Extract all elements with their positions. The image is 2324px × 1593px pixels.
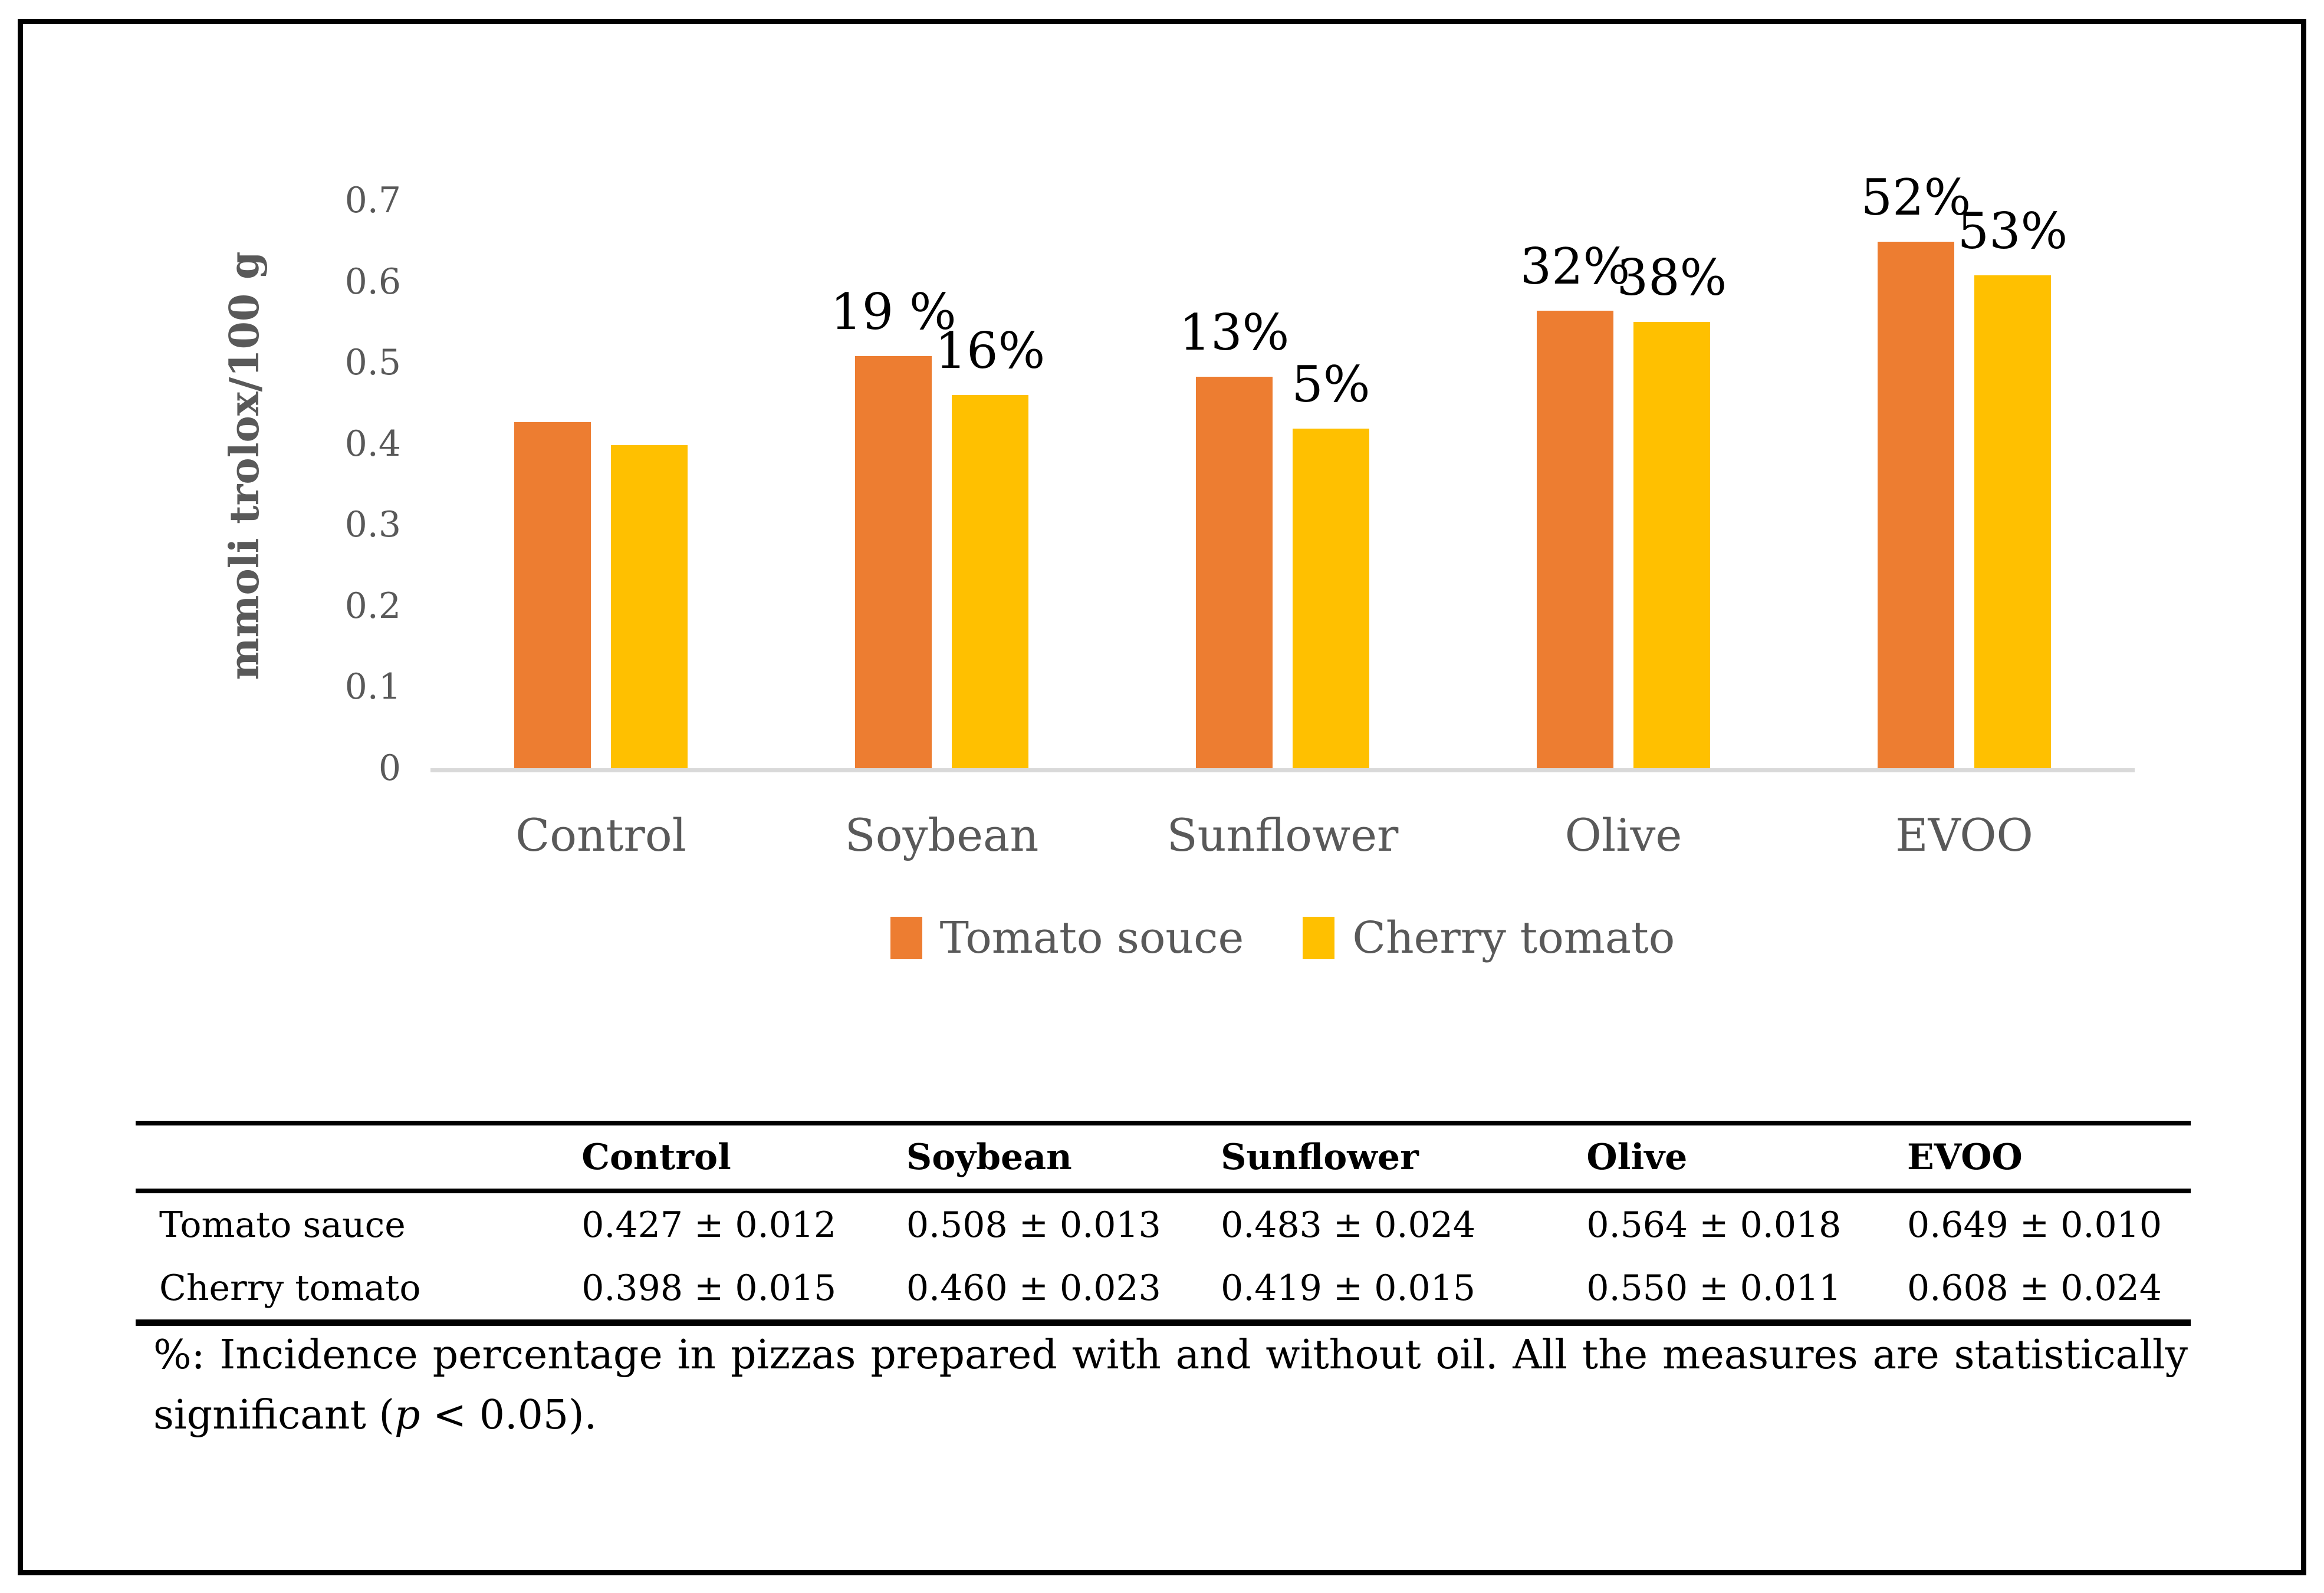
bar-cherry-tomato: 38% [1617, 249, 1727, 768]
table-cell: 0.508 ± 0.013 [906, 1204, 1161, 1246]
chart-legend: Tomato souce Cherry tomato [430, 913, 2135, 963]
table-row-label: Cherry tomato [159, 1267, 421, 1309]
y-tick-label: 0.7 [344, 180, 401, 221]
table-cell: 0.483 ± 0.024 [1221, 1204, 1476, 1246]
legend-label: Tomato souce [939, 913, 1244, 963]
table-header-cell: Soybean [906, 1136, 1072, 1178]
table-cell: 0.564 ± 0.018 [1586, 1204, 1842, 1246]
footnote-text-1: %: Incidence percentage in pizzas prepar… [153, 1332, 2188, 1439]
table-header-cell: EVOO [1907, 1136, 2023, 1178]
y-tick-label: 0.6 [344, 261, 401, 302]
legend-swatch-icon [1303, 917, 1335, 959]
bar-percentage-label: 52% [1860, 169, 1971, 227]
y-tick-label: 0.2 [344, 585, 401, 627]
x-axis-category-labels: Control Soybean Sunflower Olive EVOO [430, 809, 2135, 861]
bar-percentage-label: 32% [1520, 238, 1631, 296]
bar-group [430, 200, 771, 768]
bar-group: 52% 53% [1794, 169, 2135, 768]
y-tick-label: 0 [378, 748, 401, 789]
legend-label: Cherry tomato [1352, 913, 1675, 963]
y-tick-label: 0.5 [344, 342, 401, 384]
table-cell: 0.550 ± 0.011 [1586, 1267, 1842, 1309]
bar-tomato-souce: 52% [1861, 169, 1971, 768]
legend-item: Cherry tomato [1303, 913, 1675, 963]
table-header-cell: Control [581, 1136, 731, 1178]
y-axis-title: mmoli trolox/100 g [221, 251, 268, 680]
bar-cherry-tomato: 5% [1291, 356, 1370, 768]
bar-group: 13% 5% [1112, 200, 1453, 768]
table-cell: 0.649 ± 0.010 [1907, 1204, 2162, 1246]
table-cell: 0.608 ± 0.024 [1907, 1267, 2162, 1309]
data-table: Control Soybean Sunflower Olive EVOO Tomato s… [136, 1121, 2191, 1326]
table-row: Tomato sauce 0.427 ± 0.012 0.508 ± 0.013 0.… [136, 1193, 2191, 1256]
y-tick-label: 0.1 [344, 666, 401, 708]
bar-chart-plot-area: 0.7 0.6 0.5 0.4 0.3 0.2 0.1 0 19 % 16% 13% 5% 32% 38%… [345, 169, 2135, 789]
table-cell: 0.398 ± 0.015 [581, 1267, 837, 1309]
bar-tomato-souce: 32% [1520, 238, 1630, 768]
bar-cherry-tomato: 53% [1958, 202, 2067, 768]
y-tick-label: 0.3 [344, 504, 401, 546]
legend-item: Tomato souce [890, 913, 1244, 963]
table-cell: 0.427 ± 0.012 [581, 1204, 837, 1246]
table-footnote: %: Incidence percentage in pizzas prepar… [153, 1325, 2188, 1446]
x-category-label: Soybean [844, 809, 1039, 861]
table-header-cell: Olive [1586, 1136, 1688, 1178]
footnote-p-italic: p [394, 1392, 420, 1439]
bar-percentage-label: 38% [1616, 249, 1727, 307]
table-row: Cherry tomato 0.398 ± 0.015 0.460 ± 0.023 0… [136, 1256, 2191, 1319]
bar-tomato-souce [514, 422, 591, 768]
bar-tomato-souce: 13% [1179, 304, 1289, 768]
table-header-cell [136, 1125, 581, 1189]
bar-tomato-souce: 19 % [830, 283, 956, 768]
bar-percentage-label: 16% [935, 322, 1046, 380]
bar-percentage-label: 13% [1179, 303, 1290, 361]
table-row-label: Tomato sauce [159, 1204, 406, 1246]
bar-cherry-tomato: 16% [935, 322, 1045, 768]
x-category-label: Control [515, 809, 686, 861]
legend-swatch-icon [890, 917, 922, 959]
bar-percentage-label: 5% [1291, 355, 1370, 413]
figure-border [18, 19, 2306, 1575]
table-cell: 0.460 ± 0.023 [906, 1267, 1161, 1309]
bar-percentage-label: 53% [1957, 202, 2068, 260]
x-category-label: Olive [1564, 809, 1682, 861]
bar-group: 19 % 16% [771, 200, 1112, 768]
table-cell: 0.419 ± 0.015 [1221, 1267, 1476, 1309]
bar-group: 32% 38% [1453, 200, 1794, 768]
x-category-label: Sunflower [1166, 809, 1399, 861]
y-tick-label: 0.4 [344, 423, 401, 465]
bar-cherry-tomato [611, 445, 688, 768]
table-header-row: Control Soybean Sunflower Olive EVOO [136, 1125, 2191, 1193]
footnote-text-2: < 0.05). [420, 1392, 597, 1439]
table-header-cell: Sunflower [1221, 1136, 1419, 1178]
bar-percentage-label: 19 % [830, 283, 956, 341]
x-category-label: EVOO [1895, 809, 2033, 861]
